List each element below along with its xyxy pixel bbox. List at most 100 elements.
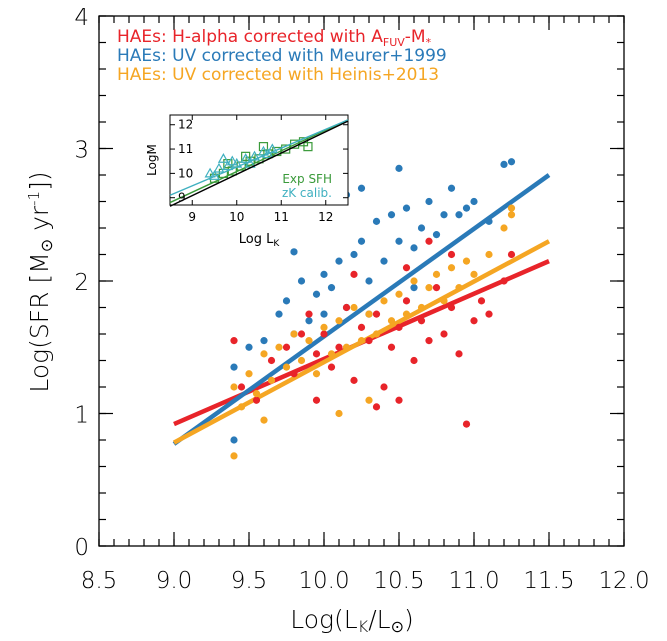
inset-y-tick-label: 12 (178, 118, 193, 132)
scatter-point (305, 317, 313, 325)
inset-square-point (303, 142, 313, 152)
scatter-point (350, 376, 358, 384)
scatter-point (282, 363, 291, 371)
scatter-point (365, 337, 373, 345)
scatter-point (260, 350, 268, 358)
inset-y-axis-label: LogM (145, 144, 159, 176)
scatter-point (507, 250, 516, 259)
y-tick-label: 1 (74, 403, 89, 429)
inset-x-tick-label: 12 (318, 210, 333, 224)
scatter-point (485, 250, 493, 259)
scatter-point (275, 343, 283, 351)
scatter-point (485, 310, 493, 318)
scatter-point (357, 323, 366, 331)
scatter-point (417, 224, 426, 232)
scatter-point (350, 303, 358, 312)
inset-x-axis-label: Log LK (239, 232, 281, 249)
scatter-point (320, 323, 328, 331)
scatter-point (312, 396, 321, 404)
scatter-point (357, 237, 366, 245)
scatter-point (342, 343, 351, 351)
scatter-point (432, 231, 441, 239)
scatter-point (365, 396, 373, 404)
scatter-point (237, 383, 246, 391)
inset-y-tick-label: 11 (178, 142, 193, 156)
scatter-point (387, 317, 396, 325)
scatter-point (447, 184, 456, 192)
scatter-point (500, 224, 508, 232)
inset-triangle-point (204, 167, 216, 178)
scatter-point (425, 284, 433, 292)
scatter-point (447, 264, 456, 272)
scatter-point (380, 297, 388, 305)
legend-item-red: HAEs: H-alpha corrected with AFUV-M* (117, 27, 432, 49)
inset-square-point (241, 151, 251, 161)
scatter-point (432, 270, 441, 278)
scatter-point (395, 164, 403, 172)
inset-triangle-point (217, 153, 229, 163)
scatter-point (372, 310, 381, 318)
scatter-point (440, 211, 448, 219)
scatter-point (402, 264, 411, 272)
scatter-point (312, 350, 321, 358)
plot-frame (98, 15, 625, 547)
scatter-point (335, 343, 343, 351)
x-tick-label: 10.0 (298, 568, 349, 594)
scatter-point (365, 310, 373, 318)
inset-y-tick-label: 9 (178, 191, 186, 205)
scatter-point (320, 310, 328, 318)
legend: HAEs: H-alpha corrected with AFUV-M* HAE… (117, 27, 447, 85)
scatter-point (470, 317, 478, 325)
legend-item-blue: HAEs: UV corrected with Meurer+1999 (117, 46, 447, 66)
scatter-point (395, 290, 403, 298)
x-tick-label: 11.5 (523, 568, 574, 594)
scatter-point (447, 303, 456, 312)
scatter-point (500, 160, 508, 168)
scatter-point (425, 337, 433, 345)
scatter-point (275, 310, 283, 318)
scatter-point (410, 277, 418, 285)
scatter-point (462, 204, 471, 212)
y-axis-label: Log(SFR [M⊙ yr-1]) (25, 171, 56, 392)
scatter-point (440, 330, 448, 338)
x-axis-label: Log(LK/L⊙) (290, 605, 414, 636)
inset-fit-line (169, 119, 349, 204)
scatter-point (425, 197, 433, 206)
scatter-point (402, 297, 411, 305)
inset-fit-line (169, 120, 349, 207)
x-tick-label: 9.0 (156, 568, 193, 594)
scatter-point (230, 337, 238, 345)
scatter-point (350, 250, 358, 259)
scatter-point (267, 376, 276, 384)
inset-triangle-point (222, 160, 234, 171)
scatter-point (380, 257, 388, 265)
inset-triangle-point (226, 155, 238, 166)
scatter-point (290, 370, 298, 378)
scatter-point (387, 211, 396, 219)
scatter-point (320, 330, 328, 338)
y-tick-label: 3 (74, 138, 89, 164)
scatter-point (342, 303, 351, 312)
scatter-point (410, 284, 418, 292)
scatter-point (335, 409, 343, 418)
scatter-point (230, 452, 238, 460)
scatter-point (417, 303, 426, 312)
scatter-point (372, 403, 381, 411)
x-tick-label: 9.5 (231, 568, 268, 594)
inset-annotation-zk-calib: zK calib. (282, 186, 332, 200)
scatter-point (252, 396, 261, 404)
scatter-point (395, 323, 403, 331)
data-points (230, 158, 516, 460)
inset-annotation-exp-sfh: Exp SFH (282, 172, 332, 186)
scatter-point (410, 244, 418, 252)
scatter-point (365, 277, 373, 285)
scatter-point (357, 337, 366, 345)
scatter-point (507, 204, 516, 212)
scatter-point (312, 370, 321, 378)
x-tick-label: 12.0 (598, 568, 649, 594)
scatter-point (350, 270, 358, 278)
scatter-point (410, 356, 418, 365)
